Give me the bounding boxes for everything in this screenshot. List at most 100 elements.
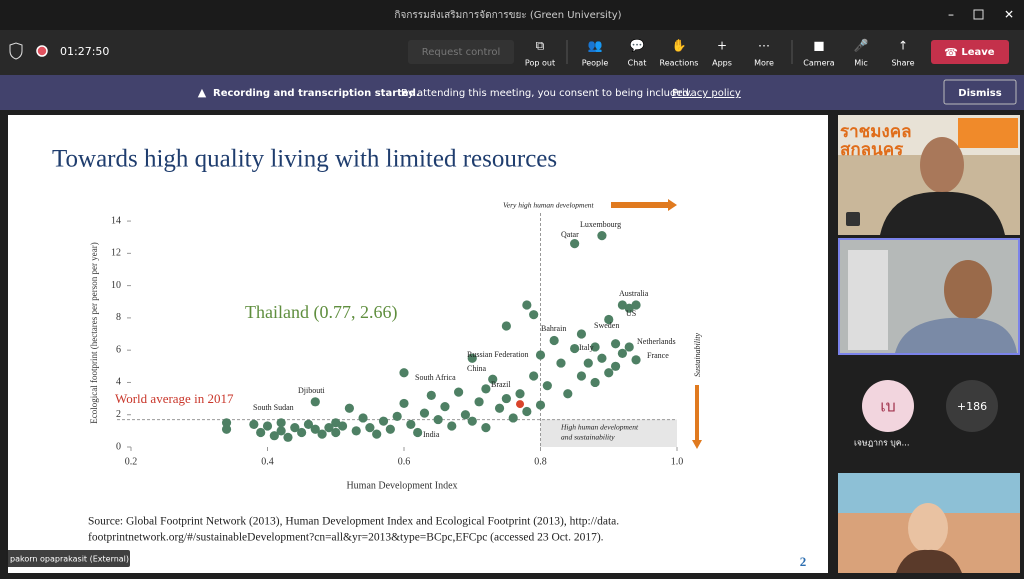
point — [256, 427, 266, 438]
person-body — [880, 191, 1005, 235]
point — [310, 424, 320, 434]
point — [604, 368, 614, 378]
country-label: South Sudan — [253, 403, 294, 412]
shield-icon — [9, 42, 23, 60]
recording-banner — [0, 75, 1024, 110]
timer: 01:27:50 — [60, 45, 109, 58]
minimize[interactable]: – — [948, 8, 954, 22]
point — [576, 329, 587, 339]
point — [337, 421, 348, 431]
point — [529, 310, 539, 320]
highlight-point — [516, 400, 525, 409]
privacy-link[interactable]: Privacy policy — [672, 88, 741, 99]
point — [331, 427, 341, 438]
dismiss-button[interactable] — [943, 79, 1017, 105]
muted-badge — [846, 212, 860, 226]
shared-slide — [8, 115, 828, 573]
person — [920, 137, 964, 193]
leave-button[interactable] — [931, 40, 1009, 64]
toolbar-button[interactable]: Camera — [803, 59, 834, 68]
point — [508, 413, 518, 423]
point — [303, 419, 314, 430]
point — [590, 342, 600, 352]
point — [276, 418, 286, 428]
overflow-count: +186 — [957, 400, 987, 413]
country-label: China — [467, 364, 487, 373]
point — [447, 421, 457, 431]
y-tick-label: 12 — [111, 248, 121, 259]
toolbar-icon: + — [717, 39, 727, 53]
request-control-label: Request control — [422, 47, 500, 58]
point — [522, 300, 532, 310]
country-label: Russian Federation — [467, 350, 529, 359]
y-tick-label: 0 — [116, 441, 121, 452]
video-background — [848, 250, 888, 350]
country-label: Brazil — [491, 380, 511, 389]
scatter-chart: 0 2 4 6 8 10 12 14 0.2 0.4 0.6 0.8 1.0 Thailand (0.77… — [89, 199, 702, 491]
country-label: US — [626, 309, 636, 318]
overflow-button[interactable] — [946, 380, 998, 432]
point — [597, 353, 607, 363]
toolbar-button[interactable]: Share — [891, 59, 914, 68]
toolbar-button[interactable]: People — [582, 59, 609, 68]
point — [597, 230, 607, 241]
point — [624, 342, 634, 352]
toolbar-button[interactable]: Chat — [628, 59, 647, 68]
point — [617, 300, 628, 310]
avatar-initials: เบ — [880, 397, 896, 416]
point — [556, 358, 566, 368]
toolbar-button[interactable]: Apps — [712, 59, 732, 68]
presenter-badge — [6, 550, 130, 567]
point — [365, 423, 375, 433]
participant-name: เจษฎากร บุค... — [854, 439, 910, 449]
highlight-label: Thailand (0.77, 2.66) — [245, 302, 397, 323]
x-tick-label: 0.6 — [398, 456, 411, 467]
maximize[interactable] — [973, 9, 984, 20]
point — [269, 431, 279, 441]
x-tick-label: 1.0 — [671, 456, 684, 467]
point — [501, 321, 511, 331]
point — [570, 343, 580, 354]
country-label: Netherlands — [637, 337, 676, 346]
video-backdrop-text: สกลนคร — [840, 140, 904, 160]
recording-dot — [36, 45, 48, 57]
point — [249, 419, 259, 430]
avatar — [862, 380, 914, 432]
point — [290, 423, 300, 433]
y-tick-label: 2 — [116, 409, 121, 420]
point — [604, 314, 614, 325]
y-tick-label: 6 — [116, 344, 121, 355]
point — [276, 426, 286, 436]
banner-message: By attending this meeting, you consent t… — [401, 88, 692, 99]
country-label: Italy — [579, 343, 594, 352]
point — [631, 355, 641, 365]
banner-heading: Recording and transcription started. — [213, 88, 420, 99]
person-body — [895, 317, 1017, 353]
point — [392, 411, 402, 421]
video-backdrop-text: ราชมงคล — [840, 122, 912, 142]
x-axis-label: Human Development Index — [346, 480, 457, 491]
toolbar-button[interactable]: Reactions — [660, 59, 699, 68]
point — [331, 418, 341, 428]
point — [413, 427, 423, 438]
point — [399, 398, 409, 409]
request-control-button[interactable] — [408, 40, 514, 64]
point — [221, 424, 232, 434]
point — [467, 416, 477, 426]
toolbar-icon: ■ — [813, 39, 824, 53]
y-tick-label: 8 — [116, 312, 121, 323]
presenter-name: pakorn opaprakasit (External) — [10, 555, 129, 564]
toolbar-button[interactable]: Pop out — [525, 59, 555, 68]
point — [474, 397, 484, 407]
point — [351, 426, 361, 436]
toolbar-icon: ↑ — [898, 39, 908, 53]
point — [522, 406, 532, 417]
point — [535, 400, 546, 410]
close[interactable]: ✕ — [1004, 8, 1014, 22]
point — [576, 371, 587, 381]
point — [481, 384, 491, 394]
country-label: Sweden — [594, 321, 619, 330]
toolbar-button[interactable]: Mic — [854, 59, 868, 68]
point — [310, 397, 320, 407]
toolbar-button[interactable]: More — [754, 59, 774, 68]
